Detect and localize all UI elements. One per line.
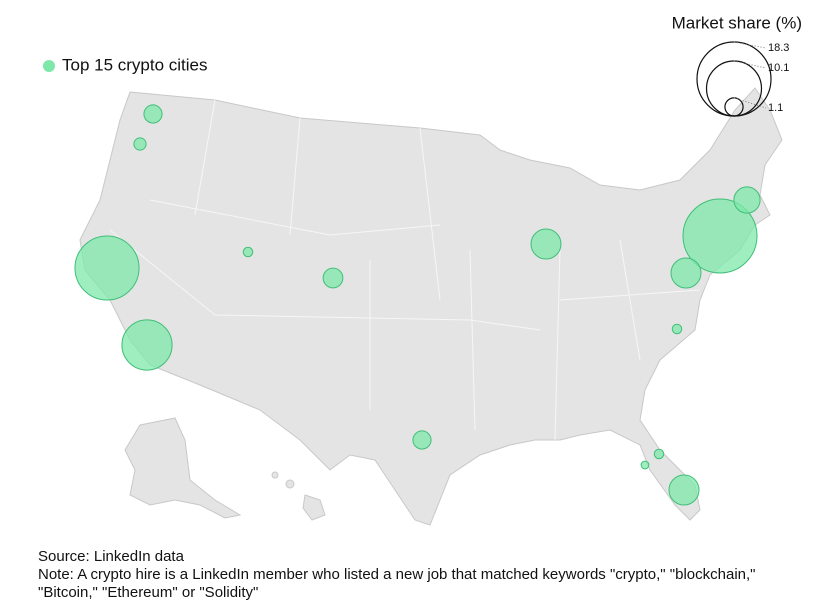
note: Note: A crypto hire is a LinkedIn member… — [38, 566, 756, 601]
size-legend-label: 1.1 — [768, 102, 783, 114]
city-bubble — [412, 430, 432, 450]
legend-swatch — [43, 60, 55, 72]
size-legend-leader — [733, 97, 767, 109]
hawaii-island — [285, 479, 295, 489]
city-bubble — [670, 257, 702, 289]
notes: Source: LinkedIn data Note: A crypto hir… — [38, 548, 798, 602]
size-legend-label: 18.3 — [768, 42, 789, 54]
size-legend-title: Market share (%) — [672, 13, 802, 32]
state-line — [109, 99, 701, 441]
city-bubble — [121, 319, 173, 371]
size-legend-leader — [733, 41, 767, 49]
size-legend-circle — [724, 97, 744, 117]
source: Source: LinkedIn data — [38, 548, 184, 565]
city-bubble — [682, 198, 758, 274]
city-bubble — [143, 104, 163, 124]
city-bubble — [322, 267, 344, 289]
city-bubble — [640, 460, 650, 470]
legend-label: Top 15 crypto cities — [62, 55, 208, 74]
city-bubble — [668, 474, 700, 506]
bubbles — [74, 104, 761, 506]
hawaii-island — [271, 471, 279, 479]
state-lines — [109, 99, 701, 441]
city-bubble — [733, 186, 761, 214]
size-legend-label: 10.1 — [768, 62, 789, 74]
city-bubble — [74, 235, 140, 301]
city-bubble — [530, 228, 562, 260]
size-legend-circle — [705, 60, 763, 117]
city-bubble — [653, 448, 665, 460]
us-map — [79, 87, 783, 526]
city-bubble — [671, 323, 683, 335]
alaska — [124, 417, 242, 519]
map: Top 15 crypto cities Market share (%) 18… — [43, 13, 802, 526]
size-legend: 18.3 10.1 1.1 — [696, 41, 789, 117]
hawaii — [302, 494, 326, 521]
city-bubble — [133, 137, 147, 151]
city-bubble — [242, 246, 254, 258]
contiguous-us — [79, 87, 783, 526]
size-legend-leader — [733, 60, 767, 69]
